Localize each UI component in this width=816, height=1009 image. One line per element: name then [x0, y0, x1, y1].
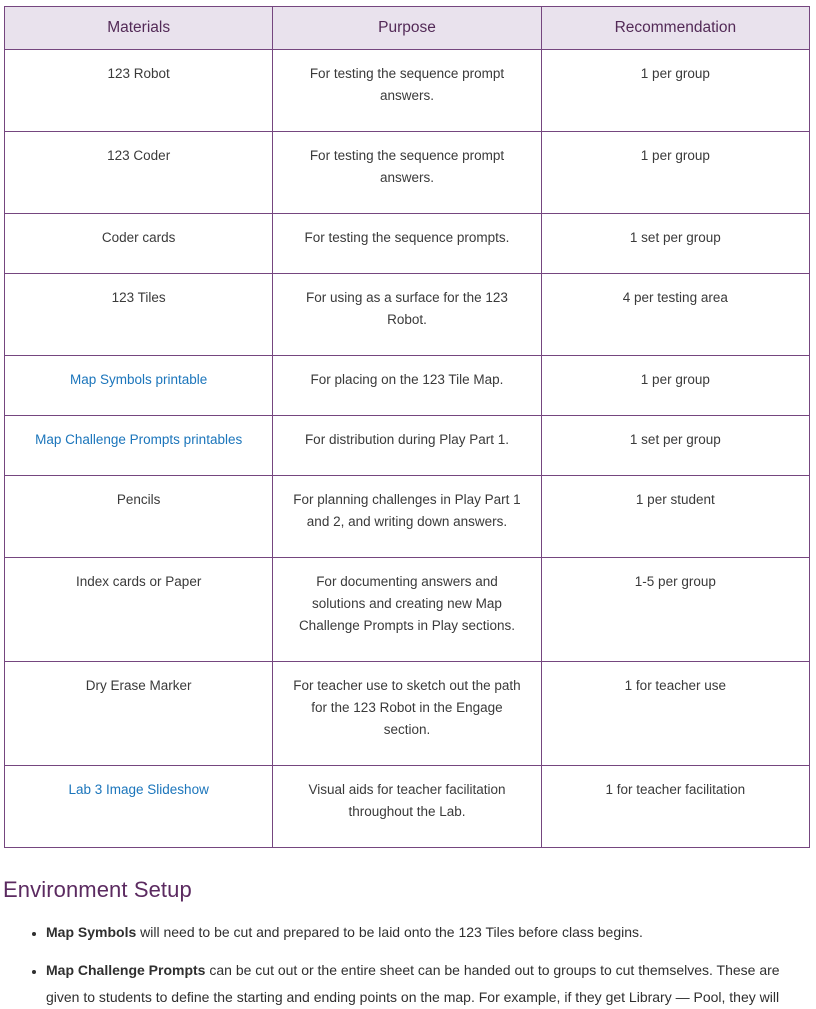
- material-cell: Dry Erase Marker: [3, 661, 274, 766]
- environment-setup-list: Map Symbols will need to be cut and prep…: [0, 919, 816, 1009]
- material-text: Coder cards: [101, 230, 176, 245]
- material-cell: 123 Tiles: [3, 273, 274, 356]
- table-row: Map Challenge Prompts printables For dist…: [3, 415, 811, 476]
- recommendation-cell: 1 set per group: [540, 213, 811, 274]
- recommendation-cell: 1 set per group: [540, 415, 811, 476]
- table-row: Index cards or Paper For documenting answ…: [3, 557, 811, 662]
- column-header-materials: Materials: [3, 6, 274, 50]
- purpose-cell: For documenting answers and solutions an…: [272, 557, 542, 662]
- table-row: 123 Robot For testing the sequence prompt…: [3, 49, 811, 132]
- material-link[interactable]: Map Challenge Prompts printables: [35, 432, 243, 447]
- setup-item-bold-lead: Map Challenge Prompts: [46, 962, 206, 978]
- table-row: 123 Tiles For using as a surface for the …: [3, 273, 811, 356]
- setup-item-text: will need to be cut and prepared to be l…: [136, 924, 643, 940]
- material-text: Index cards or Paper: [76, 574, 202, 589]
- material-cell: Pencils: [3, 475, 274, 558]
- purpose-cell: For placing on the 123 Tile Map.: [272, 355, 542, 416]
- setup-item-bold-lead: Map Symbols: [46, 924, 137, 940]
- material-text: 123 Robot: [107, 66, 170, 81]
- table-row: Dry Erase Marker For teacher use to sketc…: [3, 661, 811, 766]
- header-row: Materials Purpose Recommendation: [3, 6, 811, 50]
- setup-list-item: Map Symbols will need to be cut and prep…: [46, 919, 816, 946]
- material-cell: Index cards or Paper: [3, 557, 274, 662]
- material-cell: Map Symbols printable: [3, 355, 274, 416]
- table-row: Pencils For planning challenges in Play P…: [3, 475, 811, 558]
- purpose-cell: For planning challenges in Play Part 1 a…: [272, 475, 542, 558]
- environment-setup-heading: Environment Setup: [3, 877, 192, 902]
- recommendation-cell: 1 per group: [540, 355, 811, 416]
- material-link[interactable]: Map Symbols printable: [70, 372, 208, 387]
- column-header-recommendation: Recommendation: [540, 6, 811, 50]
- recommendation-cell: 4 per testing area: [540, 273, 811, 356]
- purpose-cell: For testing the sequence prompts.: [272, 213, 542, 274]
- setup-item-text: can be cut out or the entire sheet can b…: [46, 962, 780, 1005]
- material-cell: 123 Robot: [3, 49, 274, 132]
- recommendation-cell: 1 for teacher facilitation: [540, 765, 811, 848]
- recommendation-cell: 1 per group: [540, 49, 811, 132]
- purpose-cell: For using as a surface for the 123 Robot…: [272, 273, 542, 356]
- purpose-cell: For testing the sequence prompt answers.: [272, 131, 542, 214]
- recommendation-cell: 1 per group: [540, 131, 811, 214]
- setup-list-item: Map Challenge Prompts can be cut out or …: [46, 957, 816, 1009]
- material-cell: Map Challenge Prompts printables: [3, 415, 274, 476]
- material-text: Dry Erase Marker: [85, 678, 192, 693]
- table-row: 123 Coder For testing the sequence prompt…: [3, 131, 811, 214]
- material-text: Pencils: [116, 492, 161, 507]
- materials-table-header: Materials Purpose Recommendation: [3, 6, 811, 50]
- table-row: Lab 3 Image Slideshow Visual aids for tea…: [3, 765, 811, 848]
- material-text: 123 Coder: [107, 148, 171, 163]
- recommendation-cell: 1 per student: [540, 475, 811, 558]
- table-row: Map Symbols printable For placing on the …: [3, 355, 811, 416]
- materials-table-body: 123 Robot For testing the sequence prompt…: [3, 49, 811, 848]
- table-row: Coder cards For testing the sequence prom…: [3, 213, 811, 274]
- purpose-cell: For teacher use to sketch out the path f…: [272, 661, 542, 766]
- purpose-cell: For distribution during Play Part 1.: [272, 415, 542, 476]
- material-link[interactable]: Lab 3 Image Slideshow: [68, 782, 209, 797]
- material-cell: 123 Coder: [3, 131, 274, 214]
- recommendation-cell: 1-5 per group: [540, 557, 811, 662]
- materials-table: Materials Purpose Recommendation 123 Rob…: [3, 6, 811, 848]
- material-cell: Coder cards: [3, 213, 274, 274]
- recommendation-cell: 1 for teacher use: [540, 661, 811, 766]
- purpose-cell: For testing the sequence prompt answers.: [272, 49, 542, 132]
- column-header-purpose: Purpose: [272, 6, 542, 50]
- material-text: 123 Tiles: [111, 290, 166, 305]
- purpose-cell: Visual aids for teacher facilitation thr…: [272, 765, 542, 848]
- material-cell: Lab 3 Image Slideshow: [3, 765, 274, 848]
